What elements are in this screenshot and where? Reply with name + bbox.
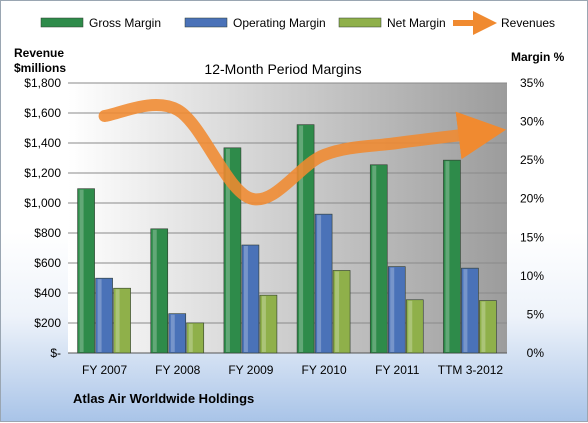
right-tick-label: 20% xyxy=(520,192,544,206)
legend: Gross Margin Operating Margin Net Margin Re… xyxy=(40,11,555,35)
right-axis-ticks: 0% 5% 10% 15% 20% 25% 30% 35% xyxy=(520,76,544,360)
bar-gross-margin xyxy=(369,164,388,354)
bar-gross-margin xyxy=(150,228,169,354)
right-tick-label: 35% xyxy=(520,76,544,90)
left-tick-label: $1,200 xyxy=(24,166,61,180)
bar-highlight xyxy=(97,279,102,352)
bar-operating-margin xyxy=(241,244,260,354)
plot-area xyxy=(68,83,507,353)
bar-gross-margin xyxy=(77,188,95,354)
left-axis-title-line2: $millions xyxy=(14,61,66,75)
bar-operating-margin xyxy=(314,213,333,354)
bar-net-margin xyxy=(479,300,497,354)
chart-title: 12-Month Period Margins xyxy=(204,61,361,77)
legend-swatch-gross-margin xyxy=(40,17,84,28)
revenue-curve xyxy=(98,99,507,206)
legend-label: Gross Margin xyxy=(89,16,161,30)
bar-highlight xyxy=(481,301,486,352)
bar-gross-margin xyxy=(223,147,242,354)
bar-highlight xyxy=(463,269,468,352)
left-tick-label: $200 xyxy=(34,316,61,330)
bar-highlight xyxy=(372,165,377,352)
bar-operating-margin xyxy=(95,277,113,354)
left-tick-label: $- xyxy=(50,346,61,360)
bar-highlight xyxy=(317,215,322,352)
legend-label: Operating Margin xyxy=(233,16,326,30)
right-tick-label: 0% xyxy=(527,346,545,360)
left-tick-label: $1,000 xyxy=(24,196,61,210)
bar-highlight xyxy=(299,125,304,353)
x-tick-label: FY 2010 xyxy=(302,363,347,377)
bar-highlight xyxy=(261,296,266,352)
x-tick-label: TTM 3-2012 xyxy=(438,363,504,377)
right-tick-label: 25% xyxy=(520,153,544,167)
right-tick-label: 5% xyxy=(527,307,545,321)
right-tick-label: 10% xyxy=(520,269,544,283)
x-tick-label: FY 2009 xyxy=(228,363,273,377)
revenue-line xyxy=(98,99,507,206)
left-tick-label: $600 xyxy=(34,256,61,270)
left-tick-label: $1,600 xyxy=(24,106,61,120)
bar-highlight xyxy=(445,161,450,352)
gridlines xyxy=(68,82,507,354)
bar-highlight xyxy=(79,189,84,352)
x-tick-label: FY 2011 xyxy=(375,363,420,377)
left-tick-label: $800 xyxy=(34,226,61,240)
right-tick-label: 30% xyxy=(520,115,544,129)
bar-operating-margin xyxy=(461,267,479,354)
right-axis-title: Margin % xyxy=(511,50,565,64)
left-tick-label: $400 xyxy=(34,286,61,300)
bar-highlight xyxy=(115,289,120,352)
left-axis-title-line1: Revenue xyxy=(14,46,64,60)
right-tick-label: 15% xyxy=(520,230,544,244)
bar-net-margin xyxy=(259,294,278,354)
bar-highlight xyxy=(408,300,413,352)
bar-operating-margin xyxy=(387,266,406,354)
legend-swatch-operating-margin xyxy=(184,17,228,28)
company-name: Atlas Air Worldwide Holdings xyxy=(73,391,254,406)
bars xyxy=(77,124,497,354)
bar-highlight xyxy=(170,314,175,352)
bar-operating-margin xyxy=(168,313,187,354)
bar-net-margin xyxy=(113,287,131,354)
x-axis-ticks: FY 2007 FY 2008 FY 2009 FY 2010 FY 2011 TTM 3… xyxy=(82,363,503,377)
bar-highlight xyxy=(335,271,340,352)
bar-highlight xyxy=(152,229,157,352)
left-tick-label: $1,400 xyxy=(24,136,61,150)
bar-highlight xyxy=(390,267,395,352)
bar-highlight xyxy=(188,323,193,352)
legend-label: Net Margin xyxy=(387,16,446,30)
legend-swatch-net-margin xyxy=(338,17,382,28)
left-tick-label: $1,800 xyxy=(24,76,61,90)
left-axis-ticks: $- $200 $400 $600 $800 $1,000 $1,200 $1,400 $1,6… xyxy=(24,76,61,360)
bar-net-margin xyxy=(332,270,351,354)
bar-net-margin xyxy=(186,322,205,354)
x-tick-label: FY 2007 xyxy=(82,363,127,377)
bar-net-margin xyxy=(405,299,424,354)
bar-highlight xyxy=(225,148,230,352)
bar-highlight xyxy=(243,246,248,352)
bar-gross-margin xyxy=(443,159,461,354)
legend-label: Revenues xyxy=(501,16,555,30)
bar-gross-margin xyxy=(296,124,315,354)
x-tick-label: FY 2008 xyxy=(155,363,200,377)
